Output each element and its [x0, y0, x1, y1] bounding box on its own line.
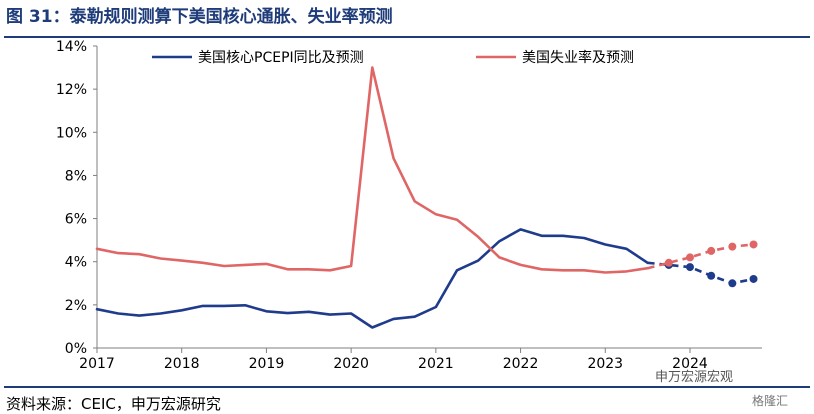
- source-rule: [4, 386, 810, 388]
- series-2-forecast-line: [647, 243, 754, 270]
- series-1-forecast-point: [707, 271, 716, 280]
- series-1-forecast-point: [685, 263, 694, 272]
- series-2-forecast-point: [707, 246, 716, 255]
- legend-label: 美国核心PCEPI同比及预测: [198, 50, 364, 66]
- x-tick-label: 2020: [333, 356, 369, 372]
- y-tick-label: 0%: [65, 341, 87, 357]
- y-tick-label: 6%: [65, 212, 87, 228]
- y-tick-label: 12%: [56, 82, 87, 98]
- series-1-forecast-point: [728, 279, 737, 288]
- x-tick-label: 2024: [672, 356, 708, 372]
- series-2-forecast-point: [749, 240, 758, 249]
- legend-label: 美国失业率及预测: [522, 49, 634, 66]
- y-tick-label: 14%: [56, 39, 87, 55]
- x-tick-label: 2017: [79, 356, 115, 372]
- series-1-forecast-point: [749, 274, 758, 283]
- x-tick-label: 2021: [418, 356, 454, 372]
- series-2-forecast-point: [664, 258, 673, 267]
- x-tick-label: 2022: [503, 356, 539, 372]
- series-1-line: [95, 228, 649, 329]
- y-tick-label: 10%: [56, 125, 87, 141]
- y-tick-label: 4%: [65, 255, 87, 271]
- series-layer: [95, 66, 758, 329]
- x-tick-label: 2019: [249, 356, 285, 372]
- y-tick-label: 8%: [65, 168, 87, 184]
- series-2-line: [95, 66, 649, 274]
- watermark-logo: 格隆汇: [752, 394, 789, 408]
- x-tick-label: 2018: [164, 356, 200, 372]
- series-2-forecast-point: [728, 242, 737, 251]
- series-1-forecast-line: [647, 261, 754, 285]
- chart-title: 图 31：泰勒规则测算下美国核心通胀、失业率预测: [6, 7, 393, 27]
- watermark: 申万宏源宏观: [655, 370, 734, 385]
- source-note: 资料来源：CEIC，申万宏源研究: [6, 395, 221, 413]
- legend: 美国核心PCEPI同比及预测 美国失业率及预测: [152, 49, 634, 66]
- series-2-forecast-point: [685, 253, 694, 262]
- x-tick-label: 2023: [587, 356, 623, 372]
- axes: 0% 2% 4% 6% 8% 10% 12% 14% 2017 2018 2019 2020 2021 2…: [56, 39, 762, 372]
- y-tick-label: 2%: [65, 298, 87, 314]
- title-rule: [4, 36, 810, 38]
